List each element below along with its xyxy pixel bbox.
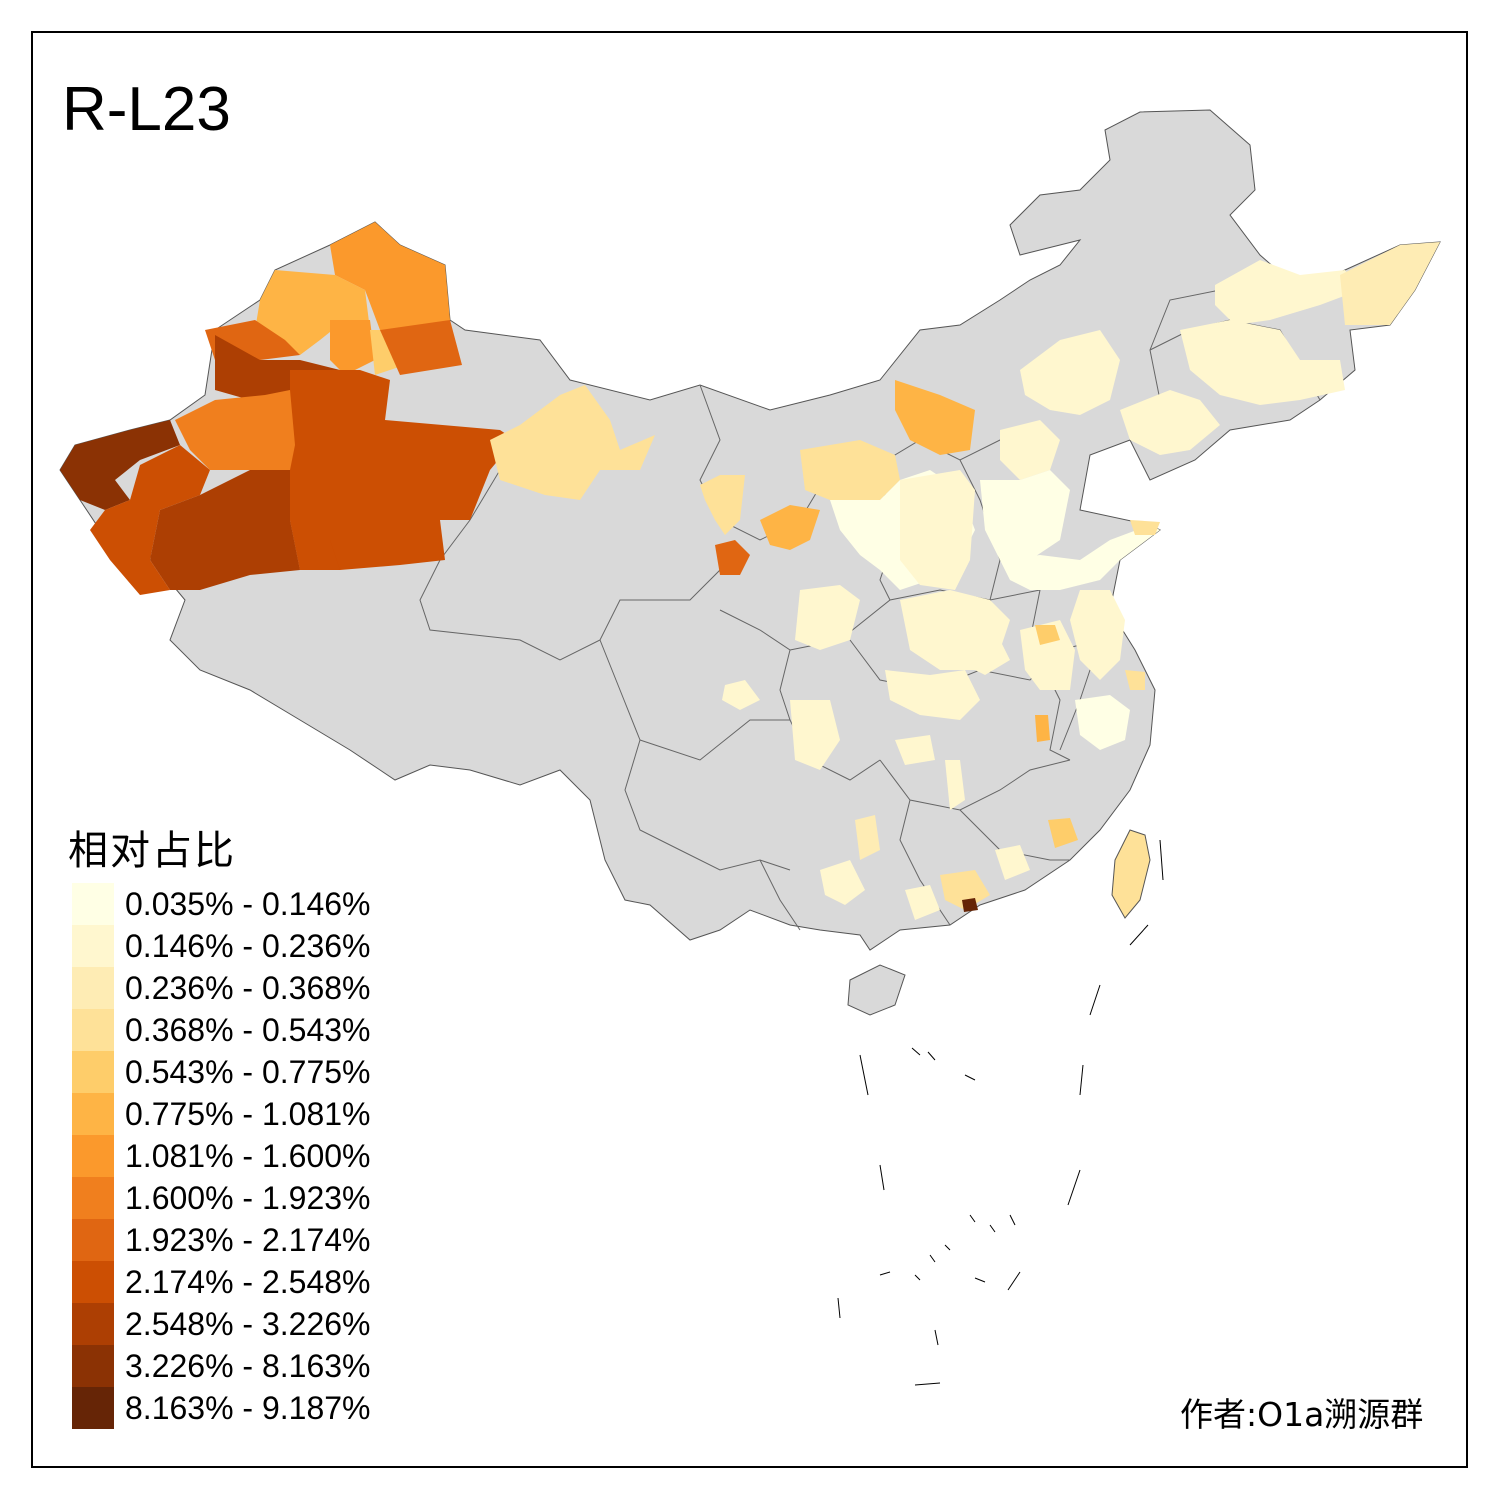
region-guangdong: [940, 870, 990, 910]
legend-label: 0.543% - 0.775%: [125, 1054, 371, 1090]
legend-label: 0.146% - 0.236%: [125, 928, 371, 964]
legend-title: 相对占比: [68, 828, 236, 874]
region-jiuquan: [490, 385, 655, 500]
region-yunnan-pt: [820, 860, 865, 905]
legend-label: 0.368% - 0.543%: [125, 1012, 371, 1048]
region-guizhou-pt: [895, 735, 935, 765]
legend-swatch: [72, 967, 114, 1009]
region-lanzhou: [715, 540, 750, 575]
region-beijing: [1000, 420, 1060, 480]
region-heilongjiang-west: [1215, 260, 1360, 325]
region-guangxi-pt: [855, 815, 880, 860]
region-bayingol-dark: [290, 520, 340, 570]
region-shaanxi-south: [795, 585, 860, 650]
region-fujian-pt: [1048, 818, 1078, 848]
region-karamay: [330, 320, 375, 375]
south-sea-islands: [837, 839, 1164, 1386]
region-gansu-strip: [700, 475, 745, 535]
legend-swatch: [72, 1261, 114, 1303]
legend-label: 0.236% - 0.368%: [125, 970, 371, 1006]
legend-swatch: [72, 1303, 114, 1345]
legend-label: 8.163% - 9.187%: [125, 1390, 371, 1426]
region-shandong-east: [1130, 520, 1160, 535]
region-shanghai: [1125, 670, 1145, 690]
legend-swatch: [72, 1135, 114, 1177]
map-title: R-L23: [62, 75, 231, 144]
region-guangdong-east: [995, 845, 1030, 880]
region-jiangsu: [1070, 590, 1125, 680]
legend-label: 0.035% - 0.146%: [125, 886, 371, 922]
region-kashgar-south: [90, 445, 210, 595]
region-hefei: [1035, 625, 1060, 645]
region-shanxi: [900, 470, 975, 590]
legend-label: 2.548% - 3.226%: [125, 1306, 371, 1342]
region-tacheng: [255, 270, 370, 355]
legend-swatch: [72, 1051, 114, 1093]
region-hulunbuir-south: [1020, 330, 1120, 415]
region-anhui: [1020, 620, 1075, 690]
region-shenzhen: [962, 898, 978, 912]
legend-swatch: [72, 1387, 114, 1429]
region-taiwan: [1111, 829, 1151, 919]
legend-swatch: [72, 925, 114, 967]
region-hohhot: [895, 380, 975, 455]
legend-label: 2.174% - 2.548%: [125, 1264, 371, 1300]
region-turpan: [290, 370, 515, 570]
legend-label: 1.081% - 1.600%: [125, 1138, 371, 1174]
legend-label: 1.923% - 2.174%: [125, 1222, 371, 1258]
region-hami-north: [380, 320, 462, 375]
legend-label: 3.226% - 8.163%: [125, 1348, 371, 1384]
legend-swatch: [72, 1219, 114, 1261]
region-hubei-east: [960, 640, 1010, 675]
region-hunan-pt: [945, 760, 965, 810]
region-hubei: [885, 670, 980, 720]
region-yinchuan: [760, 505, 820, 550]
author-credit: 作者:O1a溯源群: [1180, 1395, 1424, 1434]
region-zhejiang: [1075, 695, 1130, 750]
region-altay: [330, 222, 450, 330]
legend-swatch: [72, 1093, 114, 1135]
map-frame: [31, 31, 1468, 1468]
region-aksu: [175, 390, 295, 470]
legend-swatch: [72, 883, 114, 925]
region-jiangxi-pt: [1035, 715, 1050, 742]
region-base-hainan: [847, 964, 906, 1016]
legend-label: 0.775% - 1.081%: [125, 1096, 371, 1132]
legend-swatch: [72, 1177, 114, 1219]
region-kashgar: [60, 420, 180, 510]
region-chongqing: [790, 700, 840, 770]
region-jilin: [1180, 320, 1345, 405]
region-shandong: [1000, 525, 1160, 590]
region-sichuan-pt: [722, 680, 760, 710]
region-guangxi-sw: [905, 885, 940, 920]
region-baotou-west: [800, 440, 900, 500]
legend-label: 1.600% - 1.923%: [125, 1180, 371, 1216]
region-liaoning: [1120, 390, 1220, 455]
legend-swatch: [72, 1345, 114, 1387]
region-hebei: [980, 470, 1070, 560]
legend-swatch: [72, 1009, 114, 1051]
region-heilongjiang-east: [1340, 242, 1440, 325]
region-hotan: [150, 470, 300, 590]
